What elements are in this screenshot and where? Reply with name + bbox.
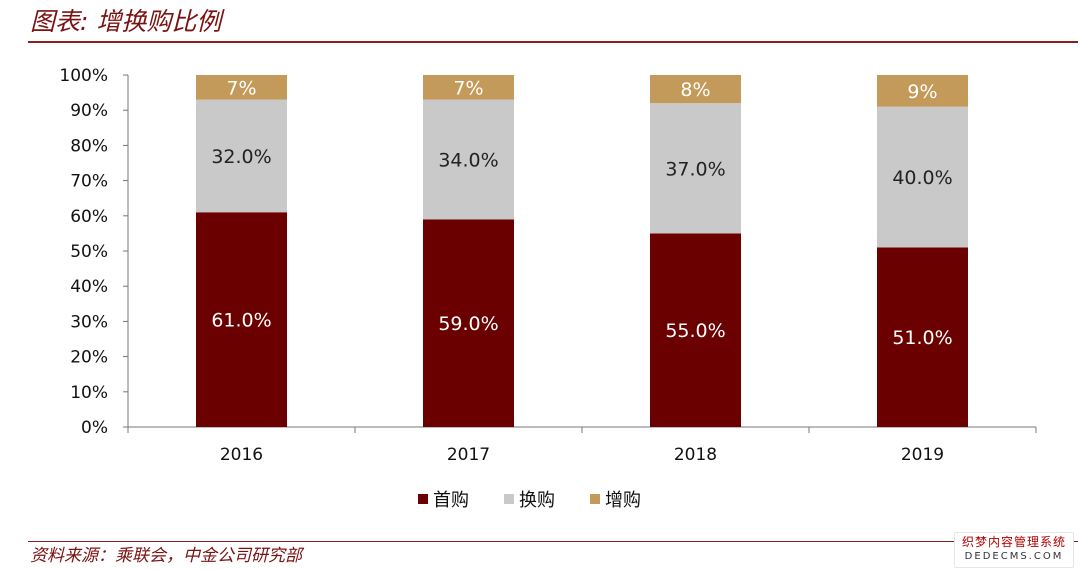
data-label: 8%	[680, 79, 710, 101]
legend-item: 换购	[504, 490, 555, 511]
legend-item: 增购	[590, 490, 641, 511]
legend-item: 首购	[418, 490, 469, 511]
y-tick-label: 30%	[70, 312, 108, 332]
y-tick-label: 10%	[70, 383, 108, 403]
data-label: 7%	[453, 77, 483, 99]
data-label: 37.0%	[665, 158, 725, 180]
source-note: 资料来源：乘联会，中金公司研究部	[30, 546, 302, 566]
x-tick-label: 2016	[220, 445, 263, 465]
footer-divider	[28, 541, 1078, 542]
watermark: 织梦内容管理系统 DEDECMS.COM	[954, 532, 1074, 568]
data-label: 55.0%	[665, 320, 725, 342]
watermark-text: 织梦内容管理系统	[961, 535, 1066, 549]
data-label: 9%	[907, 81, 937, 103]
data-label: 32.0%	[211, 146, 271, 168]
legend: 首购 换购 增购	[418, 490, 641, 511]
stacked-bar-chart: 0%10%20%30%40%50%60%70%80%90%100% 2016 20…	[59, 66, 1037, 511]
legend-swatch	[504, 494, 514, 504]
data-label: 51.0%	[892, 327, 952, 349]
x-tick-label: 2019	[901, 445, 944, 465]
bar-segment	[423, 219, 514, 427]
bar-segment	[877, 106, 968, 248]
y-tick-label: 60%	[70, 207, 108, 227]
y-tick-label: 0%	[81, 418, 108, 438]
y-tick-label: 20%	[70, 348, 108, 368]
legend-swatch	[590, 494, 600, 504]
legend-label: 换购	[519, 490, 555, 511]
bar-segment	[196, 75, 287, 100]
watermark-domain: DEDECMS.COM	[964, 551, 1064, 562]
data-label: 40.0%	[892, 167, 952, 189]
x-axis: 2016 2017 2018 2019	[127, 426, 1037, 465]
bar-segment	[650, 103, 741, 234]
y-tick-label: 100%	[59, 66, 108, 86]
bar-segment	[196, 99, 287, 213]
title-divider	[28, 41, 1078, 43]
bar-segment	[650, 233, 741, 427]
y-tick-label: 90%	[70, 101, 108, 121]
legend-label: 增购	[605, 490, 641, 511]
bar-segment	[423, 99, 514, 220]
page-title: 图表: 增换购比例	[30, 7, 222, 36]
bars: 61.0% 32.0% 7% 59.0% 34.0% 7% 55.0% 37.0% 8% 51.0…	[196, 75, 968, 427]
data-label: 59.0%	[438, 313, 498, 335]
bar-segment	[423, 75, 514, 100]
x-tick-label: 2018	[674, 445, 717, 465]
bar-segment	[877, 247, 968, 427]
x-tick-label: 2017	[447, 445, 490, 465]
data-label: 34.0%	[438, 149, 498, 171]
bar-segment	[196, 212, 287, 427]
data-label: 7%	[226, 77, 256, 99]
y-tick-label: 40%	[70, 277, 108, 297]
bar-segment	[877, 75, 968, 107]
y-tick-label: 80%	[70, 136, 108, 156]
bar-segment	[650, 75, 741, 104]
y-tick-label: 50%	[70, 242, 108, 262]
legend-label: 首购	[433, 490, 469, 511]
y-axis: 0% 10% 20% 30% 40% 50% 60% 70% 80% 90% 100%	[59, 66, 129, 438]
legend-swatch	[418, 494, 428, 504]
data-label: 61.0%	[211, 310, 271, 332]
y-tick-label: 70%	[70, 172, 108, 192]
